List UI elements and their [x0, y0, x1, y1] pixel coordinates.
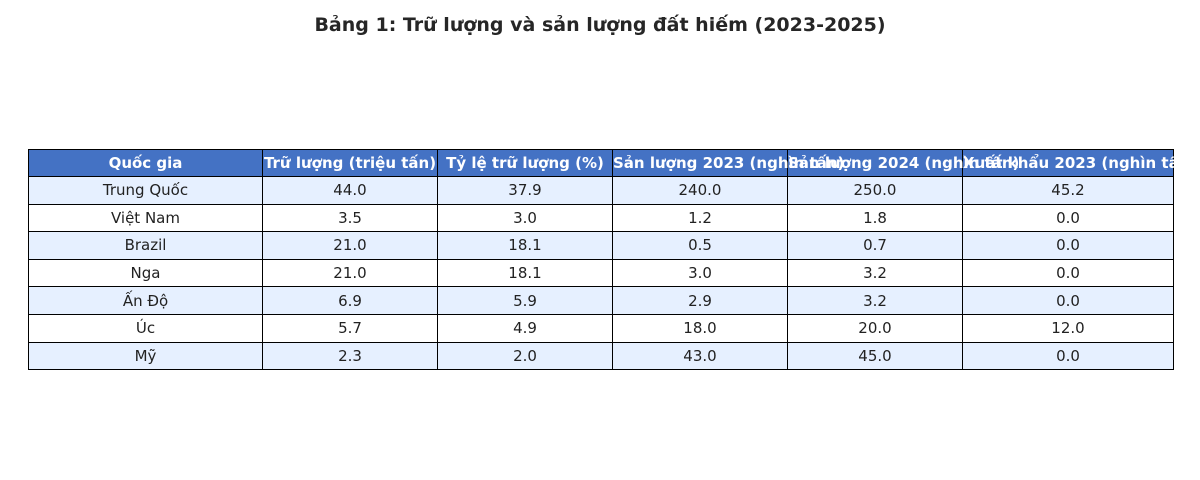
table-cell: 4.9: [437, 313, 613, 343]
table-cell: 3.5: [262, 203, 438, 233]
column-header-production-2024: Sản lượng 2024 (nghìn tấn): [787, 149, 1019, 177]
column-header-export-2023: Xuất khẩu 2023 (nghìn tấn): [962, 149, 1196, 177]
table-cell: Mỹ: [28, 341, 263, 371]
table-cell: 6.9: [262, 286, 438, 315]
table-cell: 0.0: [962, 286, 1174, 315]
table-cell: Nga: [28, 258, 263, 288]
table-cell: 43.0: [612, 341, 788, 371]
table-cell: 5.9: [437, 286, 613, 315]
table-cell: 21.0: [262, 231, 438, 260]
table-cell: 21.0: [262, 258, 438, 288]
table-cell: 45.0: [787, 341, 963, 371]
column-header-reserve-share: Tỷ lệ trữ lượng (%): [437, 149, 613, 177]
table-cell: 0.0: [962, 231, 1174, 260]
table-cell: Trung Quốc: [28, 176, 263, 205]
table-cell: 0.7: [787, 231, 963, 260]
column-header-country: Quốc gia: [28, 149, 263, 177]
table-cell: Ấn Độ: [28, 286, 263, 315]
table-cell: Việt Nam: [28, 203, 263, 233]
table-cell: 0.0: [962, 341, 1174, 371]
data-table: Quốc gia Trữ lượng (triệu tấn) Tỷ lệ trữ…: [28, 149, 1196, 371]
table-row: Úc 5.7 4.9 18.0 20.0 12.0: [28, 313, 1174, 343]
table-row: Brazil 21.0 18.1 0.5 0.7 0.0: [28, 231, 1174, 260]
table-row: Ấn Độ 6.9 5.9 2.9 3.2 0.0: [28, 286, 1174, 315]
table-row: Trung Quốc 44.0 37.9 240.0 250.0 45.2: [28, 176, 1174, 205]
table-cell: 0.5: [612, 231, 788, 260]
table-cell: 5.7: [262, 313, 438, 343]
table-row: Việt Nam 3.5 3.0 1.2 1.8 0.0: [28, 203, 1174, 233]
table-cell: 3.2: [787, 258, 963, 288]
table-cell: 12.0: [962, 313, 1174, 343]
table-cell: 37.9: [437, 176, 613, 205]
table-cell: Úc: [28, 313, 263, 343]
table-cell: 20.0: [787, 313, 963, 343]
table-cell: 3.0: [437, 203, 613, 233]
table-cell: 1.2: [612, 203, 788, 233]
table-cell: 18.1: [437, 231, 613, 260]
column-header-production-2023: Sản lượng 2023 (nghìn tấn): [612, 149, 844, 177]
table-cell: 18.0: [612, 313, 788, 343]
table-cell: 44.0: [262, 176, 438, 205]
header-row: Quốc gia Trữ lượng (triệu tấn) Tỷ lệ trữ…: [28, 149, 1196, 177]
table-cell: 0.0: [962, 203, 1174, 233]
table-cell: 2.9: [612, 286, 788, 315]
table-cell: 240.0: [612, 176, 788, 205]
table-cell: 3.0: [612, 258, 788, 288]
column-header-reserves: Trữ lượng (triệu tấn): [262, 149, 438, 177]
table-cell: 3.2: [787, 286, 963, 315]
table-cell: 1.8: [787, 203, 963, 233]
table-cell: 2.0: [437, 341, 613, 371]
table-title: Bảng 1: Trữ lượng và sản lượng đất hiếm …: [314, 14, 886, 36]
table-cell: 2.3: [262, 341, 438, 371]
table-cell: 250.0: [787, 176, 963, 205]
table-cell: Brazil: [28, 231, 263, 260]
table-cell: 0.0: [962, 258, 1174, 288]
table-row: Mỹ 2.3 2.0 43.0 45.0 0.0: [28, 341, 1174, 371]
table-row: Nga 21.0 18.1 3.0 3.2 0.0: [28, 258, 1174, 288]
table-cell: 45.2: [962, 176, 1174, 205]
table-cell: 18.1: [437, 258, 613, 288]
